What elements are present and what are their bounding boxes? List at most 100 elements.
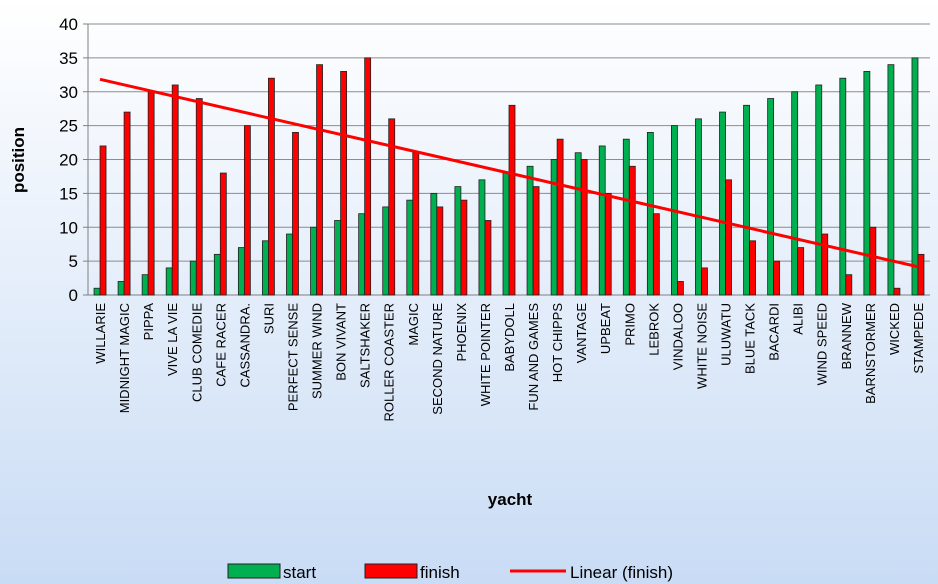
bar xyxy=(917,253,925,296)
bar xyxy=(556,138,564,296)
x-tick-label: ALIBI xyxy=(791,303,806,335)
bar xyxy=(268,77,275,296)
y-tick-label: 15 xyxy=(59,184,78,203)
bar xyxy=(887,64,895,296)
bar xyxy=(532,186,540,296)
bar xyxy=(502,172,510,296)
bar xyxy=(123,111,131,296)
x-tick-label: ROLLER COASTER xyxy=(382,303,397,421)
bar xyxy=(839,77,847,296)
bar xyxy=(99,145,107,296)
x-tick-label: BON VIVANT xyxy=(334,303,349,381)
bar xyxy=(719,111,726,296)
x-tick-label: FUN AND GAMES xyxy=(526,303,541,411)
bar xyxy=(454,186,462,296)
x-tick-label: PRIMO xyxy=(622,303,637,346)
bar xyxy=(382,206,390,296)
legend-swatch xyxy=(364,563,418,579)
bar xyxy=(358,213,366,296)
x-tick-label: STAMPEDE xyxy=(911,303,926,374)
bar xyxy=(292,131,299,296)
bar xyxy=(911,57,919,296)
x-tick-label: WIND SPEED xyxy=(815,303,830,385)
bar xyxy=(430,192,438,296)
bar xyxy=(815,84,823,296)
bar xyxy=(646,131,654,296)
bar xyxy=(604,192,612,296)
bar xyxy=(526,165,534,296)
x-tick-label: WHITE NOISE xyxy=(694,303,709,389)
bar xyxy=(628,165,636,296)
legend-label: finish xyxy=(420,563,460,582)
x-tick-label: MAGIC xyxy=(406,303,421,346)
x-tick-label: SURI xyxy=(261,303,276,334)
x-tick-label: CLUB COMEDIE xyxy=(189,303,204,402)
bar xyxy=(262,240,269,296)
x-tick-label: BABYDOLL xyxy=(502,303,517,372)
bar xyxy=(773,260,781,296)
bar xyxy=(701,267,708,296)
x-tick-label: CAFE RACER xyxy=(213,303,228,387)
x-tick-label: BACARDI xyxy=(767,303,782,361)
x-tick-label: HOT CHIPPS xyxy=(550,303,565,383)
x-tick-label: PERFECT SENSE xyxy=(285,303,300,411)
bar xyxy=(749,240,756,296)
bar xyxy=(141,274,149,296)
bar xyxy=(743,104,750,296)
bar xyxy=(237,247,245,296)
bar xyxy=(195,98,203,296)
bar xyxy=(316,64,323,296)
bar xyxy=(508,104,516,296)
bar xyxy=(797,247,805,296)
bar xyxy=(695,118,702,296)
bar xyxy=(478,179,486,296)
y-tick-label: 35 xyxy=(59,49,78,68)
bar xyxy=(652,213,660,296)
bar xyxy=(412,152,420,296)
x-tick-label: MIDNIGHT MAGIC xyxy=(117,303,132,413)
bar xyxy=(189,260,197,296)
bar xyxy=(677,281,684,296)
legend-label: start xyxy=(283,563,316,582)
bar xyxy=(863,71,871,296)
bar xyxy=(117,281,125,296)
bar xyxy=(147,91,155,296)
bar xyxy=(93,287,101,296)
x-tick-label: SECOND NATURE xyxy=(430,303,445,415)
bar xyxy=(821,233,829,296)
bar xyxy=(406,199,414,296)
y-tick-label: 0 xyxy=(69,286,78,305)
bar xyxy=(580,159,588,296)
bar xyxy=(310,226,317,296)
bar xyxy=(622,138,630,296)
bar xyxy=(893,287,901,296)
x-tick-label: SALTSHAKER xyxy=(358,303,373,388)
x-tick-label: WHITE POINTER xyxy=(478,303,493,406)
x-tick-label: VANTAGE xyxy=(574,303,589,364)
x-tick-label: CASSANDRA. xyxy=(237,303,252,388)
bar xyxy=(388,118,396,296)
bar xyxy=(598,145,606,296)
x-tick-label: BRANNEW xyxy=(839,302,854,369)
bar xyxy=(171,84,179,296)
x-tick-label: WICKED xyxy=(887,303,902,355)
bar xyxy=(219,172,227,296)
legend-label: Linear (finish) xyxy=(570,563,673,582)
bar xyxy=(791,91,799,296)
x-tick-label: VIVE LA VIE xyxy=(165,303,180,376)
bar xyxy=(845,274,853,296)
y-tick-label: 40 xyxy=(59,15,78,34)
y-tick-label: 20 xyxy=(59,151,78,170)
bar xyxy=(460,199,468,296)
bar xyxy=(725,179,732,296)
legend-swatch xyxy=(227,563,281,579)
bar xyxy=(436,206,444,296)
bar xyxy=(574,152,582,296)
bar xyxy=(213,253,221,296)
y-tick-label: 10 xyxy=(59,218,78,237)
bar xyxy=(550,159,558,296)
y-tick-label: 25 xyxy=(59,117,78,136)
y-tick-label: 30 xyxy=(59,83,78,102)
